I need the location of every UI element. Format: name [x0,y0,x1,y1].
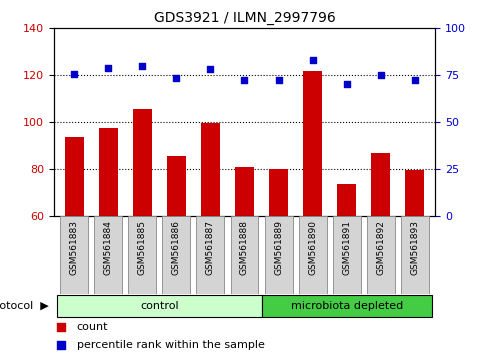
FancyBboxPatch shape [261,295,431,318]
Bar [133,109,151,216]
Text: GSM561893: GSM561893 [409,220,418,275]
Point [274,77,282,83]
Point [240,77,248,83]
Bar [235,167,253,216]
Text: GSM561886: GSM561886 [172,220,181,275]
Text: protocol  ▶: protocol ▶ [0,301,49,311]
Text: microbiota depleted: microbiota depleted [290,301,402,311]
FancyBboxPatch shape [366,216,394,294]
FancyBboxPatch shape [60,216,88,294]
Point [104,65,112,70]
FancyBboxPatch shape [94,216,122,294]
FancyBboxPatch shape [196,216,224,294]
Title: GDS3921 / ILMN_2997796: GDS3921 / ILMN_2997796 [153,11,335,24]
Bar [65,137,83,216]
Text: GSM561884: GSM561884 [103,220,113,275]
FancyBboxPatch shape [162,216,190,294]
Text: control: control [140,301,178,311]
Text: GSM561889: GSM561889 [273,220,283,275]
Text: count: count [77,322,108,332]
Text: percentile rank within the sample: percentile rank within the sample [77,340,264,350]
Point [70,72,78,77]
Text: GSM561890: GSM561890 [307,220,316,275]
Bar [370,153,389,216]
Point [206,66,214,72]
Point [308,57,316,63]
Point [172,75,180,81]
Point [138,63,146,69]
FancyBboxPatch shape [332,216,360,294]
FancyBboxPatch shape [264,216,292,294]
Text: GSM561892: GSM561892 [375,220,385,275]
Point [58,342,65,348]
Bar [405,170,423,216]
Bar [99,128,118,216]
Text: GSM561887: GSM561887 [205,220,215,275]
Text: GSM561891: GSM561891 [342,220,350,275]
FancyBboxPatch shape [57,295,261,318]
Bar [167,156,185,216]
Point [342,81,350,86]
Bar [303,70,321,216]
Bar [337,184,355,216]
Point [58,325,65,330]
Point [410,77,418,83]
Bar [201,123,220,216]
Text: GSM561883: GSM561883 [70,220,79,275]
Bar [268,169,287,216]
FancyBboxPatch shape [128,216,156,294]
FancyBboxPatch shape [298,216,326,294]
Text: GSM561885: GSM561885 [138,220,146,275]
Point [376,73,384,78]
FancyBboxPatch shape [230,216,258,294]
FancyBboxPatch shape [400,216,428,294]
Text: GSM561888: GSM561888 [240,220,248,275]
